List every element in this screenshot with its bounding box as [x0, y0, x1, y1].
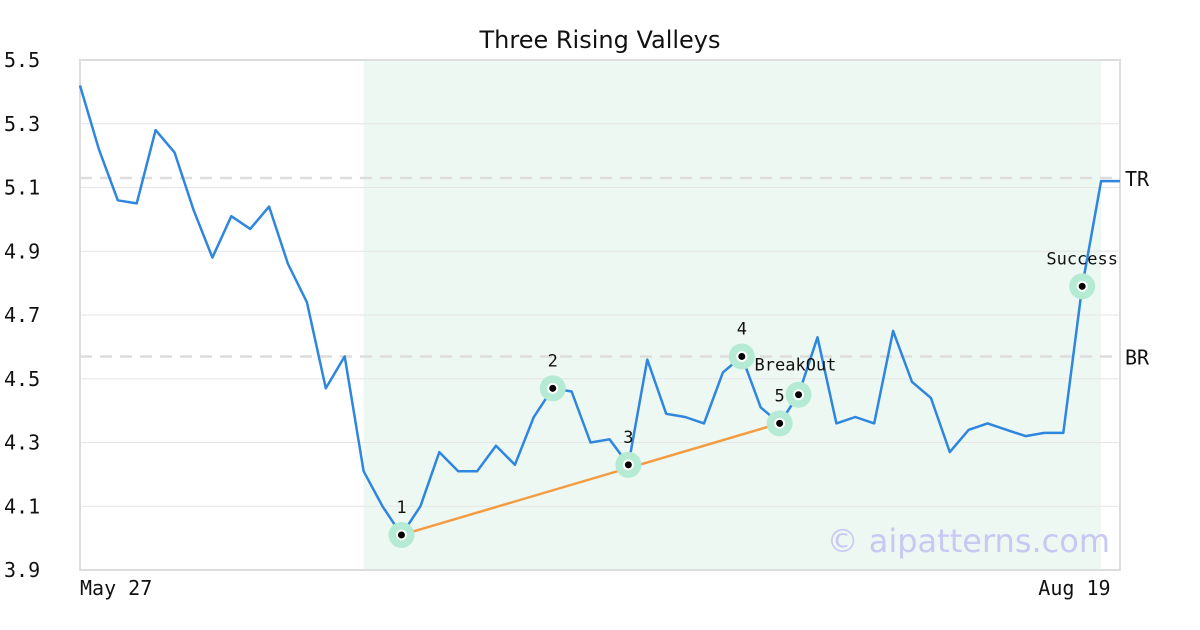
y-tick-label: 3.9: [4, 558, 40, 582]
y-tick-label: 5.3: [4, 112, 40, 136]
marker-dot: [397, 531, 405, 539]
price-series-line: [78, 85, 1120, 537]
marker-dot: [776, 419, 784, 427]
y-tick-label: 5.1: [4, 176, 40, 200]
annotation-label: 4: [737, 319, 747, 339]
annotation-label: 2: [548, 351, 558, 371]
x-tick-label: May 27: [80, 576, 152, 600]
y-tick-label: 4.3: [4, 431, 40, 455]
y-axis-ticks: 3.9 4.1 4.3 4.5 4.7 4.9 5.1 5.3 5.5: [4, 48, 40, 582]
grid-lines: [80, 59, 1120, 571]
plot-frame: [79, 59, 1121, 571]
level-label-tr: TR: [1125, 167, 1150, 191]
annotation-marker: 5: [766, 386, 793, 437]
y-tick-label: 4.1: [4, 494, 40, 518]
marker-dot: [738, 352, 746, 360]
annotation-markers: 1 2 3 4 5 BreakOut Success: [388, 249, 1118, 548]
annotation-marker: Success: [1046, 249, 1118, 300]
y-tick-label: 4.9: [4, 239, 40, 263]
marker-dot: [1078, 282, 1086, 290]
x-tick-label: Aug 19: [1038, 576, 1110, 600]
annotation-label: 1: [396, 498, 406, 518]
marker-dot: [795, 391, 803, 399]
valley-trendline: [401, 422, 780, 537]
level-lines: TR BR: [80, 167, 1150, 369]
annotation-marker: 4: [728, 319, 755, 370]
y-tick-label: 5.5: [4, 48, 40, 72]
level-label-br: BR: [1125, 345, 1150, 369]
y-tick-label: 4.5: [4, 367, 40, 391]
x-axis-ticks: May 27 Aug 19: [80, 576, 1111, 600]
annotation-label: BreakOut: [755, 356, 837, 376]
annotation-marker: 2: [539, 351, 566, 402]
annotation-marker: 3: [615, 428, 642, 478]
watermark: © aipatterns.com: [827, 522, 1110, 560]
y-tick-label: 4.7: [4, 303, 40, 327]
annotation-label: 5: [775, 386, 785, 406]
annotation-marker: 1: [388, 498, 415, 548]
annotation-label: 3: [623, 428, 633, 448]
chart-title: Three Rising Valleys: [478, 26, 720, 54]
annotation-label: Success: [1046, 249, 1118, 269]
annotation-marker: BreakOut: [755, 356, 837, 408]
marker-dot: [624, 461, 632, 469]
marker-dot: [549, 384, 557, 392]
